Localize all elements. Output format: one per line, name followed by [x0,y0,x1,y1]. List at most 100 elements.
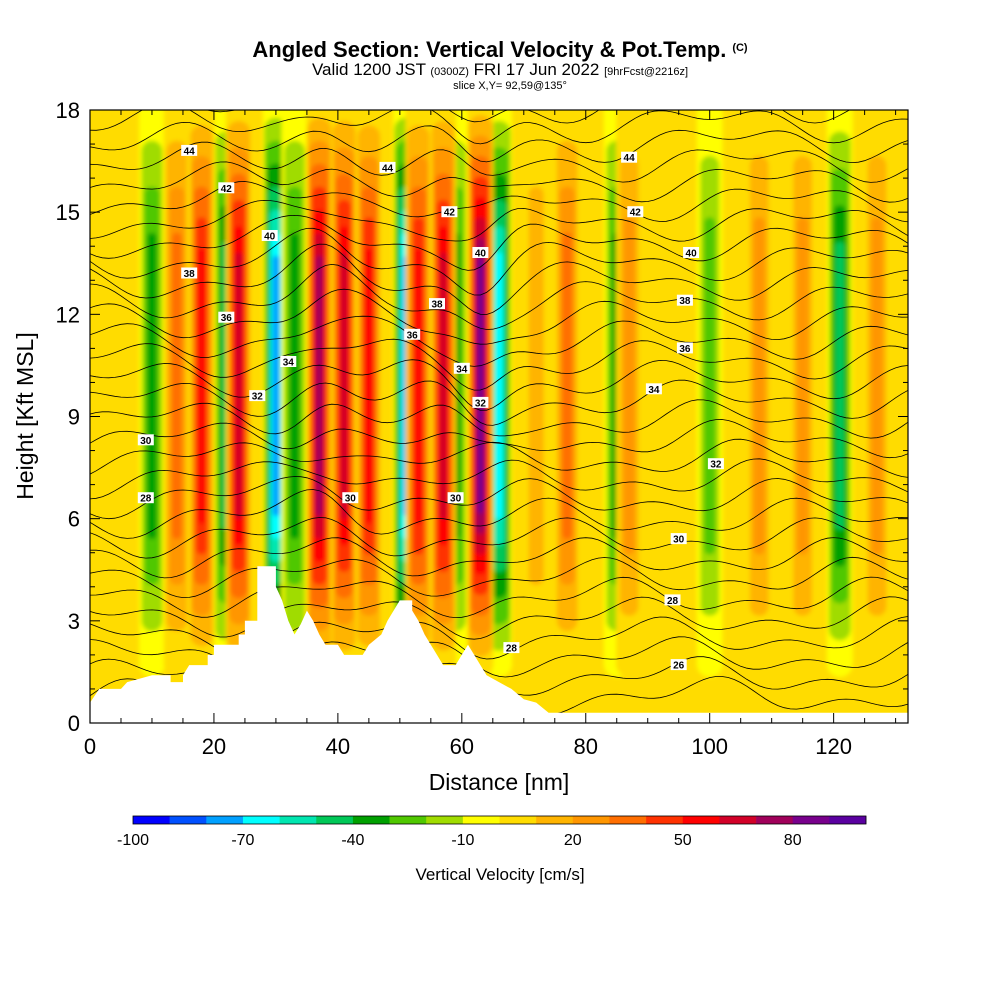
theta-label: 32 [475,398,487,409]
colorbar-swatch [389,816,427,824]
velocity-field [139,110,890,678]
x-axis-title: Distance [nm] [429,769,570,795]
theta-label: 30 [140,436,152,447]
velocity-band [871,217,883,555]
colorbar-swatch [462,816,500,824]
theta-label: 30 [450,494,462,505]
colorbar-tick-label: 20 [564,832,582,849]
y-tick-label: 12 [56,302,80,327]
theta-label-bg [676,342,693,354]
colorbar-swatch [352,816,390,824]
theta-contour-line [90,338,908,391]
theta-label-bg [218,311,235,323]
theta-contour-line [90,556,908,599]
theta-label-bg [181,144,198,156]
velocity-band [753,217,765,555]
theta-label: 28 [506,644,518,655]
theta-contour-line [90,121,908,164]
theta-label: 40 [686,249,698,260]
theta-label-bg [181,267,198,279]
theta-label-bg [683,247,700,258]
colorbar-tick-label: -70 [231,832,254,849]
velocity-band [172,232,182,540]
theta-label-bg [137,434,154,446]
theta-label: 38 [431,300,443,311]
colorbar-title: Vertical Velocity [cm/s] [415,865,584,884]
theta-label-bg [447,492,464,504]
colorbar: -100 -70 -40 -10 20 50 80 [117,815,867,849]
theta-label-bg [503,642,520,654]
colorbar-frame [132,815,867,825]
theta-label: 44 [624,153,636,164]
velocity-band [235,252,243,520]
theta-contour-line [90,438,908,478]
theta-contour-line [90,458,908,500]
theta-label: 42 [221,184,233,195]
colorbar-tick-label: 80 [784,832,802,849]
theta-contour-line [90,161,908,203]
velocity-band [704,217,716,555]
theta-label-bg [664,594,681,606]
colorbar-swatch [572,816,610,824]
theta-label: 42 [444,208,456,219]
colorbar-swatch [536,816,574,824]
theta-label-bg [472,247,489,258]
theta-label-bg [137,492,154,504]
velocity-band [272,255,280,517]
colorbar-swatch [426,816,464,824]
theta-contour-line [90,315,908,367]
x-tick-label: 80 [574,734,598,759]
theta-label-bg [342,492,359,504]
forecast-info: [9hrFcst@2216z] [604,66,689,78]
velocity-band [623,217,635,555]
theta-label: 34 [456,364,468,375]
slice-info: slice X,Y= 92,59@135° [453,80,567,92]
theta-label: 34 [283,358,295,369]
velocity-band [495,252,503,520]
theta-contour-line [90,489,908,539]
velocity-band [835,241,844,530]
velocity-band [289,232,300,540]
velocity-band [340,252,348,520]
theta-contour-line [90,227,908,296]
x-tick-label: 120 [815,734,852,759]
theta-label: 32 [252,392,264,403]
chart-title-text: Angled Section: Vertical Velocity & Pot.… [252,37,727,62]
y-tick-label: 9 [68,405,80,430]
plot-area: 44 42 40 38 36 34 32 30 28 44 42 40 38 36 34 32 30 30 44 42… [89,109,909,724]
theta-label: 30 [345,494,357,505]
colorbar-swatch [499,816,537,824]
theta-label: 38 [184,269,196,280]
x-tick-label: 40 [326,734,350,759]
theta-contour-line [90,214,908,271]
chart-title: Angled Section: Vertical Velocity & Pot.… [0,36,1000,62]
theta-label: 40 [475,249,487,260]
x-tick-label: 20 [202,734,226,759]
theta-label-bg [627,206,644,218]
colorbar-tick-label: -40 [341,832,364,849]
y-tick-label: 3 [68,609,80,634]
velocity-band [315,255,323,517]
theta-label-bg [621,151,638,163]
terrain [90,566,908,723]
colorbar-swatch [646,816,684,824]
theta-label: 36 [679,344,691,355]
theta-label-bg [670,533,687,545]
theta-label-bg [441,206,458,218]
theta-label-bg [676,294,693,306]
theta-label-bg [404,328,421,340]
theta-label-bg [429,298,445,310]
colorbar-swatch [206,816,244,824]
theta-label-bg [472,396,489,408]
theta-contour-line [90,476,908,520]
theta-contour-line [90,199,908,242]
colorbar-swatch [682,816,720,824]
theta-label-bg [218,182,235,194]
velocity-band [477,258,484,514]
colorbar-swatch [279,816,317,824]
theta-contour-line [90,359,908,411]
colorbar-swatch [719,816,757,824]
colorbar-tick-label: 50 [674,832,692,849]
valid-prefix: Valid 1200 JST [311,60,426,79]
